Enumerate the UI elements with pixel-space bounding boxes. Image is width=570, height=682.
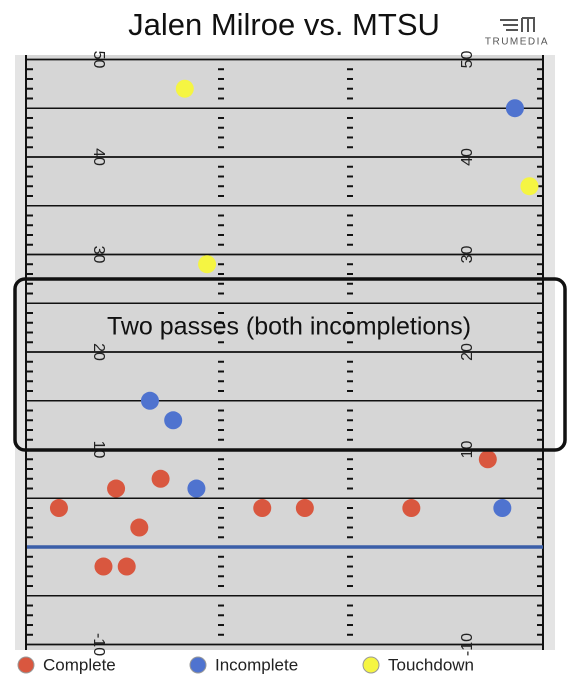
y-tick-label: 30 — [90, 246, 107, 264]
pass-point — [164, 411, 183, 430]
chart-title: Jalen Milroe vs. MTSU — [128, 7, 440, 42]
legend-swatch — [189, 656, 207, 674]
pass-point — [107, 479, 126, 498]
y-tick-label: 50 — [459, 50, 476, 68]
logo-icon — [500, 17, 535, 32]
annotation-box — [13, 277, 567, 452]
y-tick-label: 40 — [90, 148, 107, 166]
pass-point — [505, 99, 524, 118]
pass-point — [49, 499, 68, 518]
pass-point — [140, 391, 159, 410]
y-tick-label: 20 — [459, 343, 476, 361]
pass-point — [493, 499, 512, 518]
y-tick-label: 30 — [459, 245, 476, 263]
y-tick-label: 40 — [459, 148, 476, 166]
logo-text: TRUMEDIA — [485, 37, 549, 48]
y-tick-label: 20 — [90, 343, 107, 361]
pass-point — [402, 499, 421, 518]
pass-point — [117, 557, 136, 576]
pass-point — [295, 499, 314, 518]
y-tick-label: -10 — [90, 633, 107, 656]
pass-point — [94, 557, 113, 576]
pass-point — [187, 479, 206, 498]
y-tick-label: -10 — [459, 633, 476, 656]
annotation: Two passes (both incompletions) — [107, 313, 471, 341]
pass-point — [478, 450, 497, 469]
pass-point — [130, 518, 149, 537]
y-tick-label: 50 — [90, 51, 107, 69]
legend-label: Complete — [43, 655, 116, 674]
pass-point — [175, 79, 194, 98]
legend-label: Touchdown — [388, 655, 474, 674]
legend-swatch — [362, 656, 380, 674]
pass-point — [198, 255, 217, 274]
pass-point — [520, 177, 539, 196]
pass-point — [253, 499, 272, 518]
pass-point — [151, 469, 170, 488]
legend-label: Incomplete — [215, 655, 298, 674]
legend-swatch — [17, 656, 35, 674]
